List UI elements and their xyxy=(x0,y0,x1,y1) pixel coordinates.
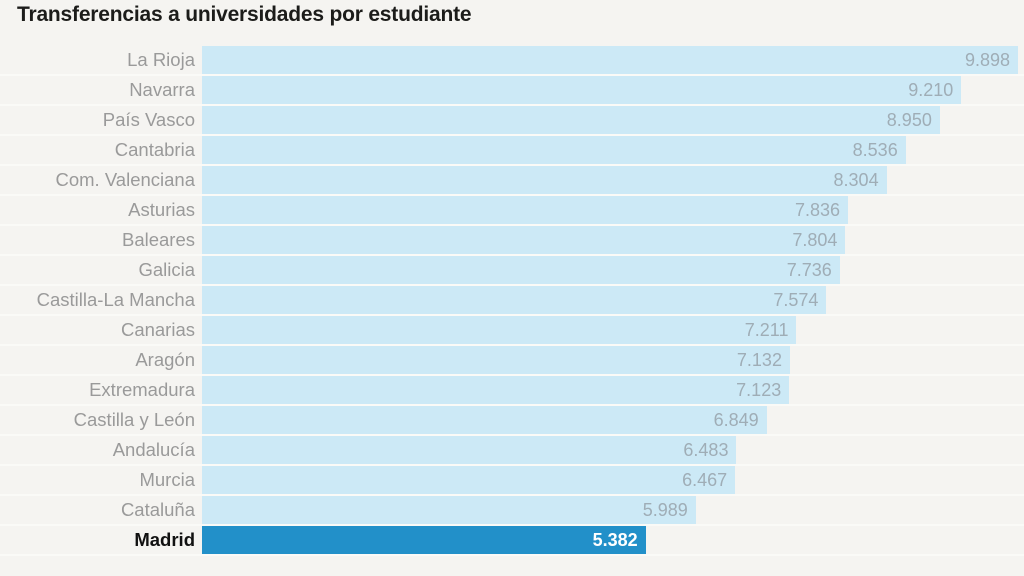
value-label: 7.123 xyxy=(736,380,782,400)
bar-row: Baleares 7.804 xyxy=(0,226,1024,256)
bar-track: 7.736 xyxy=(202,256,1024,284)
bar: 7.736 xyxy=(202,256,840,284)
bar: 7.574 xyxy=(202,286,827,314)
bar-row: Aragón 7.132 xyxy=(0,346,1024,376)
bar-row: La Rioja 9.898 xyxy=(0,46,1024,76)
bar: 6.467 xyxy=(202,466,736,494)
category-label: Cataluña xyxy=(120,499,195,520)
bar-row: Galicia 7.736 xyxy=(0,256,1024,286)
value-label: 8.950 xyxy=(886,110,932,130)
category-label: Baleares xyxy=(121,229,195,250)
bar-row: Cataluña 5.989 xyxy=(0,496,1024,526)
bar: 5.989 xyxy=(202,496,696,524)
value-label: 6.467 xyxy=(682,470,728,490)
value-label: 7.211 xyxy=(744,320,789,340)
bar: 7.132 xyxy=(202,346,790,374)
category-label: Cantabria xyxy=(114,139,195,160)
bar-track: 7.804 xyxy=(202,226,1024,254)
bar: 9.898 xyxy=(202,46,1018,74)
bar-row: Cantabria 8.536 xyxy=(0,136,1024,166)
category-label: Asturias xyxy=(128,199,195,220)
bar: 5.382 xyxy=(202,526,646,554)
bar-row: Castilla-La Mancha 7.574 xyxy=(0,286,1024,316)
bar-track: 8.304 xyxy=(202,166,1024,194)
bar-row: Andalucía 6.483 xyxy=(0,436,1024,466)
bar-track: 5.989 xyxy=(202,496,1024,524)
bar: 6.483 xyxy=(202,436,737,464)
category-label: Castilla-La Mancha xyxy=(36,289,195,310)
value-label: 6.849 xyxy=(713,410,759,430)
bar-track: 6.467 xyxy=(202,466,1024,494)
bar-track: 5.382 xyxy=(202,526,1024,554)
value-label: 9.898 xyxy=(964,50,1010,70)
bar-track: 6.483 xyxy=(202,436,1024,464)
value-label: 9.210 xyxy=(908,80,954,100)
bar: 6.849 xyxy=(202,406,767,434)
category-label: Murcia xyxy=(139,469,195,490)
category-label: Galicia xyxy=(138,259,195,280)
category-label: Aragón xyxy=(135,349,195,370)
value-label: 6.483 xyxy=(683,440,729,460)
bar-track: 7.574 xyxy=(202,286,1024,314)
category-label: Castilla y León xyxy=(73,409,195,430)
bar-track: 9.898 xyxy=(202,46,1024,74)
bar: 9.210 xyxy=(202,76,962,104)
bar: 8.536 xyxy=(202,136,906,164)
category-label: País Vasco xyxy=(102,109,195,130)
bar: 7.211 xyxy=(202,316,797,344)
bar-row: Canarias 7.211 xyxy=(0,316,1024,346)
bar-row: Castilla y León 6.849 xyxy=(0,406,1024,436)
bar-track: 7.123 xyxy=(202,376,1024,404)
category-label: Navarra xyxy=(129,79,195,100)
bar-row: Com. Valenciana 8.304 xyxy=(0,166,1024,196)
bar-track: 8.950 xyxy=(202,106,1024,134)
category-label: Extremadura xyxy=(89,379,195,400)
bar: 8.950 xyxy=(202,106,940,134)
category-label: Andalucía xyxy=(112,439,195,460)
category-label: Madrid xyxy=(134,529,195,550)
value-label: 5.382 xyxy=(592,530,638,550)
bar-row: Madrid 5.382 xyxy=(0,526,1024,556)
category-label: Com. Valenciana xyxy=(55,169,195,190)
bar-row: Navarra 9.210 xyxy=(0,76,1024,106)
bar-chart: La Rioja 9.898 Navarra 9.210 País Vasco 8.950… xyxy=(0,46,1024,556)
bar-track: 6.849 xyxy=(202,406,1024,434)
chart-title: Transferencias a universidades por estud… xyxy=(17,3,472,26)
value-label: 7.836 xyxy=(794,200,840,220)
bar: 7.804 xyxy=(202,226,846,254)
bar-track: 7.132 xyxy=(202,346,1024,374)
bar-track: 7.836 xyxy=(202,196,1024,224)
value-label: 7.132 xyxy=(736,350,782,370)
bar-row: Extremadura 7.123 xyxy=(0,376,1024,406)
value-label: 7.804 xyxy=(792,230,838,250)
value-label: 8.304 xyxy=(833,170,879,190)
bar-row: Asturias 7.836 xyxy=(0,196,1024,226)
bar-track: 9.210 xyxy=(202,76,1024,104)
value-label: 8.536 xyxy=(852,140,898,160)
bar: 8.304 xyxy=(202,166,887,194)
bar-row: País Vasco 8.950 xyxy=(0,106,1024,136)
category-label: La Rioja xyxy=(127,49,195,70)
bar-track: 8.536 xyxy=(202,136,1024,164)
bar: 7.123 xyxy=(202,376,790,404)
value-label: 5.989 xyxy=(642,500,688,520)
value-label: 7.574 xyxy=(773,290,819,310)
bar-track: 7.211 xyxy=(202,316,1024,344)
bar: 7.836 xyxy=(202,196,848,224)
value-label: 7.736 xyxy=(786,260,832,280)
category-label: Canarias xyxy=(120,319,195,340)
bar-row: Murcia 6.467 xyxy=(0,466,1024,496)
